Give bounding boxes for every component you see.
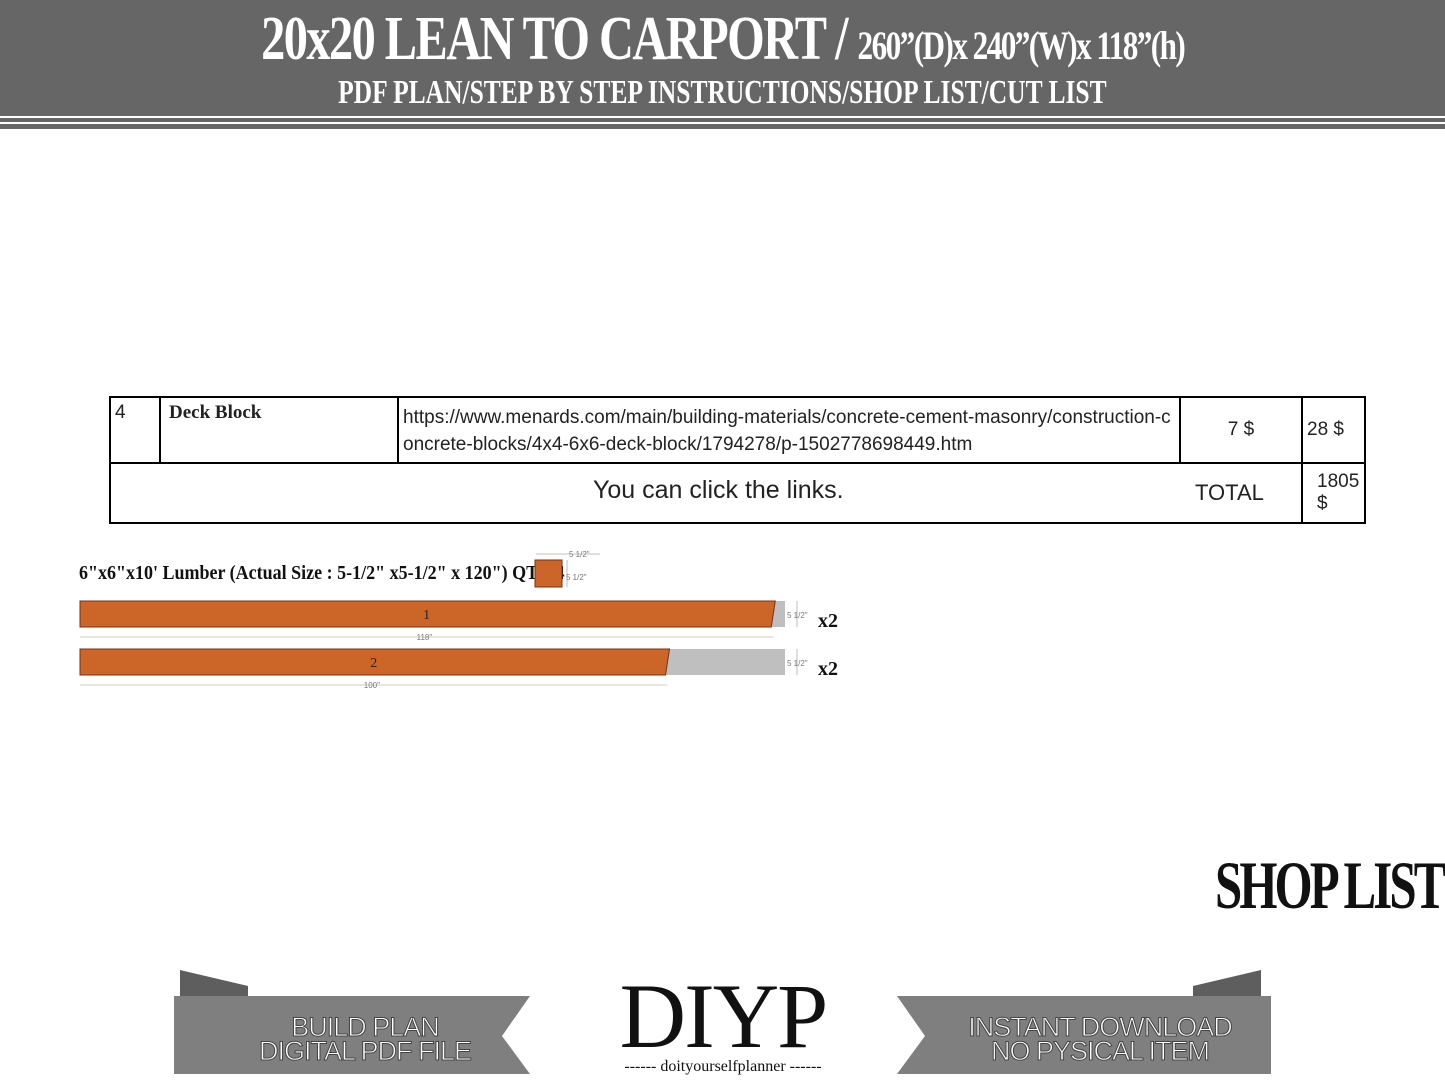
length-label: 100" <box>364 681 380 690</box>
table-row: 4 Deck Block https://www.menards.com/mai… <box>109 396 1366 464</box>
width-label: 5 1/2" <box>787 659 808 668</box>
links-note: You can click the links. <box>593 476 844 504</box>
item-total: 28 $ <box>1301 396 1366 464</box>
cut-list-diagram: 5 1/2" 5 1/2" 1 118" 5 1/2" x2 2 100" 5 1/2" x2 <box>79 550 838 690</box>
shop-list-table: 4 Deck Block https://www.menards.com/mai… <box>109 396 1366 524</box>
total-row: You can click the links. TOTAL 1805 $ <box>109 462 1366 524</box>
header-divider <box>0 124 1445 129</box>
page-subtitle: PDF PLAN/STEP BY STEP INSTRUCTIONS/SHOP … <box>338 74 1107 111</box>
piece-label: 1 <box>423 608 430 623</box>
lumber-title: 6"x6"x10' Lumber (Actual Size : 5-1/2" x… <box>79 562 565 584</box>
logo-text: DIYP <box>619 965 829 1067</box>
piece-label: 2 <box>370 656 377 671</box>
cross-section-square <box>534 559 563 588</box>
diyp-logo: DIYP ------ doityourselfplanner ------ <box>605 970 841 1076</box>
piece-qty: x2 <box>818 658 838 680</box>
ribbon-body <box>174 996 530 1074</box>
cut-piece <box>79 648 671 676</box>
total-row-note-cell: You can click the links. TOTAL <box>109 462 1302 524</box>
unit-price: 7 $ <box>1179 396 1303 464</box>
section-height-label: 5 1/2" <box>566 573 587 582</box>
total-label: TOTAL <box>1195 480 1264 505</box>
section-width-label: 5 1/2" <box>569 550 590 559</box>
page-section-label: SHOP LIST <box>1215 847 1445 923</box>
piece-qty: x2 <box>818 610 838 632</box>
logo-subtitle: ------ doityourselfplanner ------ <box>624 1058 822 1075</box>
cut-pieces: 1 118" 5 1/2" x2 2 100" 5 1/2" x2 <box>79 600 838 690</box>
cut-piece <box>79 600 776 628</box>
ribbon-body <box>897 996 1271 1074</box>
header-banner <box>0 0 1445 116</box>
build-plan-ribbon <box>174 970 530 1074</box>
length-label: 118" <box>417 633 433 642</box>
grand-total: 1805 $ <box>1301 462 1366 524</box>
item-number: 4 <box>109 396 161 464</box>
instant-download-ribbon <box>897 970 1271 1074</box>
item-link[interactable]: https://www.menards.com/main/building-ma… <box>397 396 1181 464</box>
build-plan-text: BUILD PLAN DIGITAL PDF FILE <box>258 1012 472 1066</box>
item-name: Deck Block <box>159 396 399 464</box>
header-divider <box>0 118 1445 122</box>
page-title: 20x20 LEAN TO CARPORT / 260”(D)x 240”(W)… <box>0 4 1445 75</box>
title-main: 20x20 LEAN TO CARPORT / <box>260 5 858 73</box>
ribbon-fold <box>180 970 248 1002</box>
instant-download-text: INSTANT DOWNLOAD NO PYSICAL ITEM <box>968 1012 1234 1066</box>
title-dimensions: 260”(D)x 240”(W)x 118”(h) <box>857 23 1185 68</box>
width-label: 5 1/2" <box>787 611 808 620</box>
ribbon-fold <box>1193 970 1261 1002</box>
